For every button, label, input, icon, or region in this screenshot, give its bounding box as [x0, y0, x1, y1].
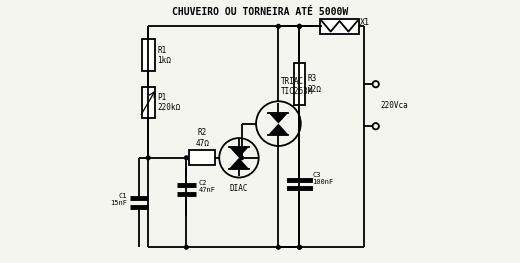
Text: 220Vca: 220Vca: [381, 101, 408, 110]
FancyBboxPatch shape: [189, 150, 215, 165]
Polygon shape: [268, 113, 289, 124]
Circle shape: [297, 245, 301, 249]
Text: C2
47nF: C2 47nF: [198, 180, 215, 193]
Circle shape: [147, 156, 150, 160]
Circle shape: [297, 24, 301, 28]
Circle shape: [277, 245, 280, 249]
Text: R3
22Ω: R3 22Ω: [307, 74, 321, 94]
Text: R2
47Ω: R2 47Ω: [195, 128, 209, 148]
FancyBboxPatch shape: [320, 19, 359, 34]
Text: CHUVEIRO OU TORNEIRA ATÉ 5000W: CHUVEIRO OU TORNEIRA ATÉ 5000W: [172, 7, 348, 17]
FancyBboxPatch shape: [294, 63, 305, 105]
Text: X1: X1: [360, 18, 370, 27]
Circle shape: [277, 24, 280, 28]
Circle shape: [297, 24, 301, 28]
Text: TRIAC
TIC263M: TRIAC TIC263M: [281, 77, 314, 96]
Text: C1
15nF: C1 15nF: [110, 193, 127, 206]
Polygon shape: [268, 124, 289, 135]
Text: C3
100nF: C3 100nF: [313, 172, 334, 185]
Polygon shape: [229, 158, 249, 169]
Circle shape: [240, 156, 243, 160]
Circle shape: [185, 245, 188, 249]
Polygon shape: [229, 147, 249, 158]
Text: DIAC: DIAC: [230, 184, 248, 193]
Text: R1
1kΩ: R1 1kΩ: [158, 45, 171, 65]
Text: P1
220kΩ: P1 220kΩ: [158, 93, 180, 112]
Circle shape: [185, 156, 188, 160]
Circle shape: [297, 245, 301, 249]
FancyBboxPatch shape: [141, 39, 155, 71]
FancyBboxPatch shape: [141, 87, 155, 118]
